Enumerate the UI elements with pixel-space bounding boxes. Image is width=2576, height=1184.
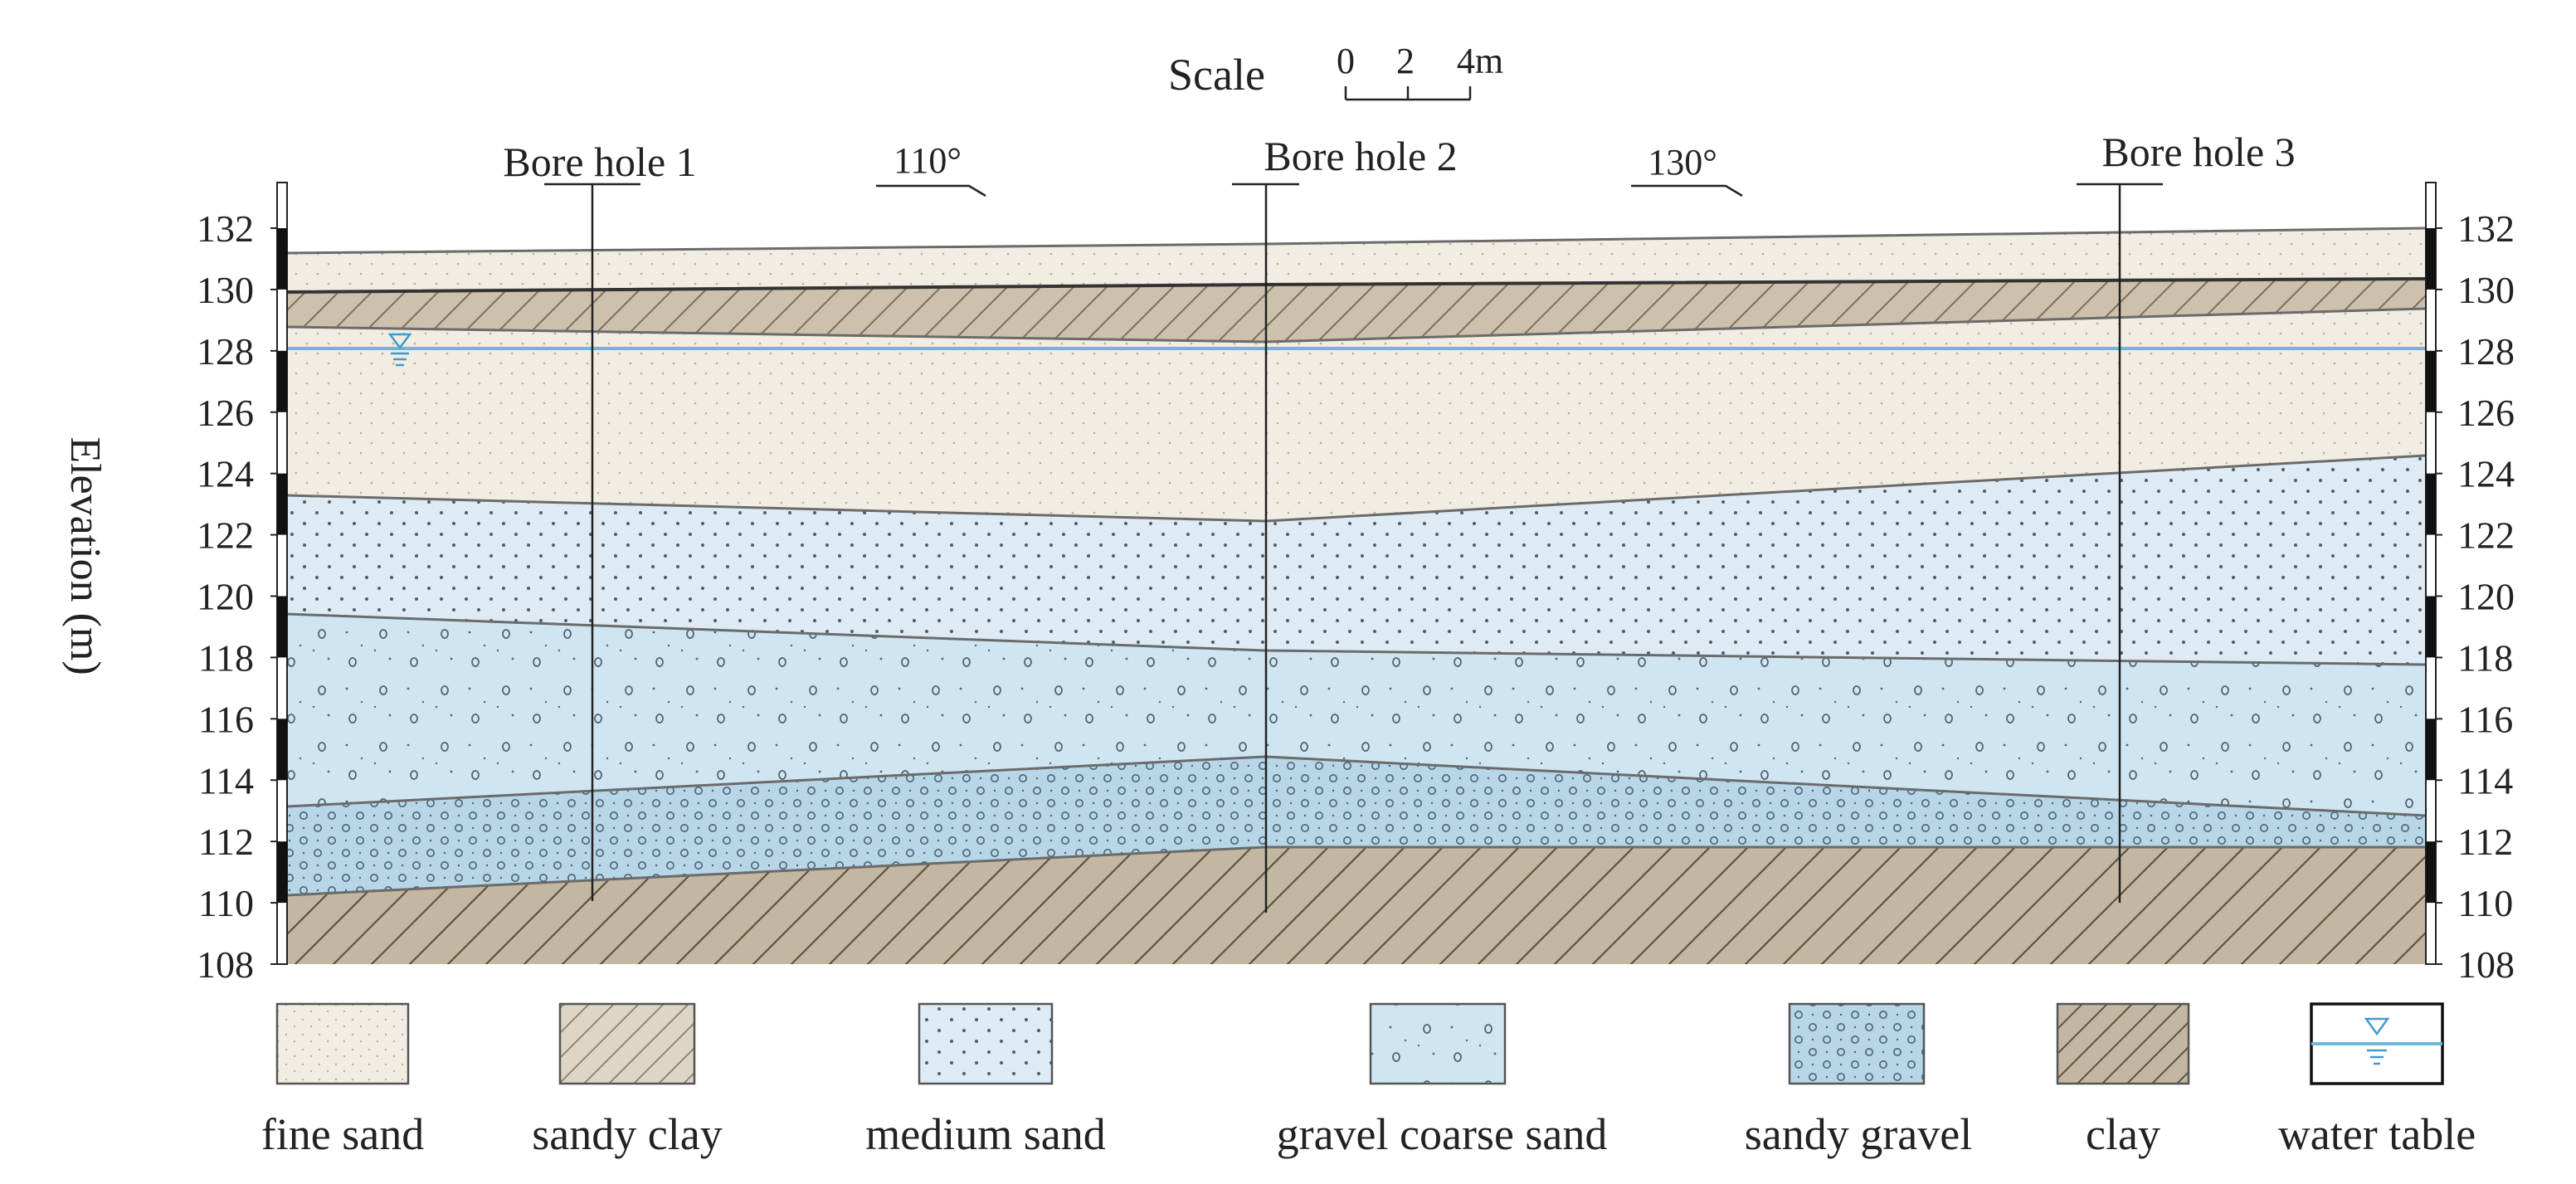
right-tick-label: 116 <box>2457 698 2513 740</box>
right-tick-label: 108 <box>2457 943 2515 986</box>
legend-label-sandy-clay: sandy clay <box>532 1109 722 1159</box>
borehole-2 <box>1232 183 1299 913</box>
legend-item-sandy-clay: sandy clay <box>532 1002 723 1159</box>
legend-item-water-table: water table <box>2278 1002 2476 1159</box>
borehole-1 <box>544 183 640 901</box>
legend-label-water-table: water table <box>2278 1109 2476 1159</box>
water-table-legend-icon <box>2364 1017 2390 1065</box>
right-tick-label: 122 <box>2457 514 2515 557</box>
legend: fine sand sandy clay medium sand gravel … <box>261 1002 2476 1159</box>
left-ruler-segment <box>277 350 287 412</box>
left-tick-label: 108 <box>197 943 254 986</box>
legend-item-clay: clay <box>2056 1002 2190 1159</box>
left-ruler-segment <box>277 719 287 781</box>
legend-label-sandy-gravel: sandy gravel <box>1745 1109 1972 1159</box>
right-tick-label: 114 <box>2457 759 2513 802</box>
left-tick-label: 110 <box>198 882 254 924</box>
left-tick-label: 132 <box>197 207 254 250</box>
strata <box>286 224 2427 964</box>
direction-130: 130° <box>1631 142 1743 197</box>
direction-110-label: 110° <box>894 140 962 181</box>
right-tick-label: 130 <box>2457 269 2515 311</box>
left-tick-label: 128 <box>197 330 254 373</box>
right-tick-label: 132 <box>2457 207 2515 250</box>
fine-sand-top-layer <box>287 228 2426 292</box>
legend-label-gravel-coarse-sand: gravel coarse sand <box>1277 1109 1608 1159</box>
right-tick-label: 110 <box>2457 882 2513 924</box>
scale-bar: Scale 0 2 4m <box>1168 41 1503 101</box>
scale-tick-0: 0 <box>1337 41 1355 81</box>
left-ruler-segment <box>277 228 287 290</box>
left-elevation-axis: 132 130 128 126 124 122 120 118 116 114 112 110 108 <box>197 182 288 986</box>
gravel-coarse-sand-layer <box>287 614 2426 816</box>
right-tick-label: 120 <box>2457 576 2515 618</box>
right-ruler-segment <box>2426 350 2436 412</box>
right-tick-label: 128 <box>2457 330 2515 373</box>
right-tick-label: 118 <box>2457 636 2513 679</box>
borehole-1-label: Bore hole 1 <box>503 139 696 185</box>
legend-item-sandy-gravel: sandy gravel <box>1745 1002 1972 1159</box>
left-tick-label: 116 <box>198 698 254 740</box>
water-table-symbol <box>387 333 412 367</box>
right-tick-label: 126 <box>2457 392 2515 434</box>
legend-label-medium-sand: medium sand <box>865 1109 1105 1159</box>
right-tick-label: 124 <box>2457 453 2515 495</box>
medium-sand-layer <box>287 456 2426 665</box>
direction-130-label: 130° <box>1648 142 1717 183</box>
legend-label-fine-sand: fine sand <box>261 1109 424 1159</box>
elevation-axis-title: Elevation (m) <box>61 436 109 675</box>
right-ruler-segment <box>2426 228 2436 290</box>
left-tick-label: 118 <box>198 636 254 679</box>
legend-item-medium-sand: medium sand <box>865 1002 1106 1159</box>
scale-tick-2: 2 <box>1396 41 1415 81</box>
legend-item-gravel-coarse-sand: gravel coarse sand <box>1277 1002 1608 1159</box>
scale-label: Scale <box>1168 50 1265 100</box>
sandy-gravel-layer <box>287 757 2426 895</box>
left-tick-label: 126 <box>197 392 254 434</box>
borehole-3 <box>2077 183 2163 903</box>
borehole-lines <box>544 183 2163 913</box>
sandy-clay-layer <box>287 279 2426 342</box>
borehole-3-label: Bore hole 3 <box>2101 129 2295 175</box>
left-ruler-segment <box>277 473 287 535</box>
scale-tick-4m: 4m <box>1457 41 1503 81</box>
left-tick-label: 124 <box>197 453 254 495</box>
clay-layer <box>287 847 2426 964</box>
left-tick-label: 120 <box>197 576 254 618</box>
left-tick-label: 114 <box>198 759 254 802</box>
right-elevation-axis: 132 130 128 126 124 122 120 118 116 114 112 110 108 <box>2425 182 2515 986</box>
right-ruler-segment <box>2426 596 2436 658</box>
legend-label-clay: clay <box>2086 1109 2160 1159</box>
right-ruler-segment <box>2426 841 2436 904</box>
left-ruler-segment <box>277 596 287 658</box>
legend-item-fine-sand: fine sand <box>261 1002 424 1159</box>
left-tick-label: 130 <box>197 269 254 311</box>
fine-sand-lower-layer <box>287 309 2426 521</box>
right-ruler-segment <box>2426 473 2436 535</box>
borehole-2-label: Bore hole 2 <box>1264 133 1457 179</box>
right-tick-label: 112 <box>2457 821 2513 863</box>
left-ruler-segment <box>277 841 287 904</box>
left-tick-label: 122 <box>197 514 254 557</box>
right-ruler-segment <box>2426 719 2436 781</box>
left-tick-label: 112 <box>198 821 254 863</box>
direction-110: 110° <box>876 140 986 197</box>
